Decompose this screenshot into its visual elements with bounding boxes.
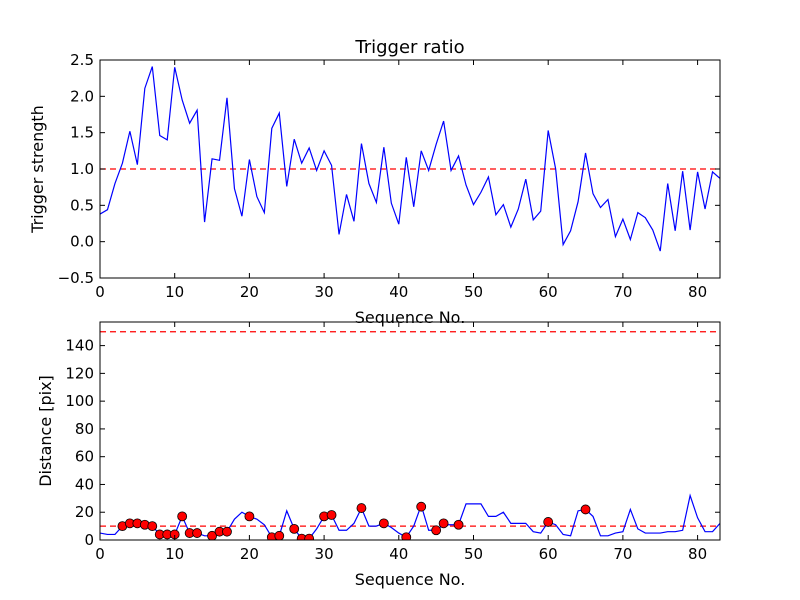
x-tick-label: 50 (464, 283, 483, 301)
y-tick-label: 20 (75, 503, 94, 521)
flagged-point (416, 501, 427, 512)
flagged-point (326, 510, 337, 520)
x-tick-label: 70 (613, 283, 632, 301)
y-tick-label: 0.0 (70, 233, 94, 251)
flagged-point (431, 525, 442, 536)
x-tick-label: 30 (315, 283, 334, 301)
x-tick-label: 80 (688, 545, 707, 563)
y-tick-label: 100 (65, 392, 94, 410)
y-tick-label: 1.0 (70, 160, 94, 178)
x-tick-label: 10 (165, 283, 184, 301)
distance-panel: 0 10 20 30 40 50 60 70 80 0 20 40 60 80 100 120 140 Sequ… (36, 321, 721, 589)
top-y-axis-label: Trigger strength (28, 105, 47, 234)
bottom-y-axis-label: Distance [pix] (36, 375, 55, 487)
y-tick-label: 2.0 (70, 87, 94, 105)
trigger-ratio-panel: Trigger ratio 0 10 20 30 40 50 60 70 80 −0.5 0.0 0.… (28, 37, 721, 327)
flagged-point (543, 517, 554, 527)
flagged-point (244, 511, 255, 522)
flagged-point (453, 519, 464, 530)
x-tick-label: 50 (464, 545, 483, 563)
y-tick-label: 2.5 (70, 51, 94, 69)
series-line-distance (100, 493, 720, 540)
series-line-trigger-strength (100, 66, 720, 252)
x-tick-label: 0 (95, 545, 105, 563)
x-tick-label: 60 (539, 283, 558, 301)
x-tick-label: 20 (240, 545, 259, 563)
x-tick-label: 60 (539, 545, 558, 563)
y-tick-label: 40 (75, 475, 94, 493)
flagged-point (378, 518, 389, 529)
flagged-point (192, 528, 203, 538)
flagged-point (304, 533, 315, 540)
y-tick-label: 0 (84, 531, 94, 549)
flagged-point (177, 511, 188, 522)
x-tick-label: 40 (389, 283, 408, 301)
y-tick-label: 80 (75, 420, 94, 438)
flagged-point (147, 521, 158, 532)
flagged-point (289, 523, 300, 534)
flagged-point (222, 526, 232, 537)
x-tick-label: 80 (688, 283, 707, 301)
y-tick-label: 140 (65, 337, 94, 355)
flagged-point (580, 504, 591, 515)
y-tick-label: 0.5 (70, 196, 94, 214)
flagged-point (207, 530, 217, 540)
top-x-axis-label: Sequence No. (355, 308, 466, 327)
y-tick-label: 1.5 (70, 124, 94, 142)
y-tick-label: −0.5 (58, 269, 94, 287)
x-tick-label: 0 (95, 283, 105, 301)
bottom-axes-frame (99, 321, 721, 541)
y-tick-label: 120 (65, 364, 94, 382)
x-tick-label: 70 (613, 545, 632, 563)
bottom-x-axis-label: Sequence No. (355, 570, 466, 589)
x-tick-label: 10 (165, 545, 184, 563)
flagged-point (274, 530, 285, 540)
flagged-point (401, 532, 412, 540)
x-tick-label: 40 (389, 545, 408, 563)
x-tick-label: 30 (315, 545, 334, 563)
chart-title: Trigger ratio (354, 37, 464, 58)
flagged-point (438, 518, 449, 529)
x-tick-label: 20 (240, 283, 259, 301)
y-tick-label: 60 (75, 448, 94, 466)
flagged-point (356, 503, 367, 513)
